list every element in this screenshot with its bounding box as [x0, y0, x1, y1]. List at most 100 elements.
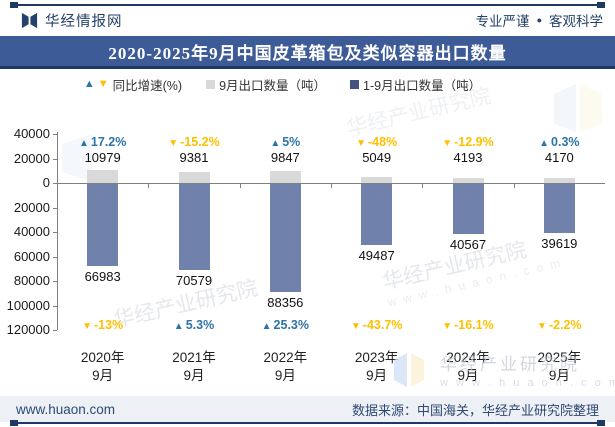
line-end-square	[597, 2, 605, 8]
triangle-down-icon: ▼	[350, 321, 361, 332]
bar-ytd	[269, 184, 301, 293]
bar-ytd	[361, 184, 393, 245]
line-end-square	[597, 420, 605, 426]
line-end-square	[10, 420, 18, 426]
growth-label-september: ▼ -15.2%	[168, 135, 220, 149]
value-label-september: 5049	[362, 150, 392, 165]
triangle-down-icon: ▼	[442, 138, 453, 149]
x-axis-label-year: 2024年	[446, 350, 490, 365]
bar-ytd	[87, 184, 119, 267]
chart-title: 2020-2025年9月中国皮革箱包及类似容器出口数量	[108, 43, 507, 63]
footer-source: 数据来源：中国海关，华经产业研究院整理	[351, 402, 599, 418]
y-axis-label: 100000	[6, 297, 50, 313]
value-label-ytd: 40567	[449, 236, 487, 252]
bar-september	[269, 170, 301, 183]
x-axis-label-month: 9月	[366, 368, 388, 383]
x-axis-label-year: 2021年	[172, 350, 216, 365]
bar-ytd	[178, 184, 210, 271]
y-axis-tick	[53, 256, 57, 258]
value-label-ytd: 70579	[175, 273, 213, 289]
bottom-border-line	[10, 420, 605, 426]
growth-label-september: ▲ 5%	[270, 135, 301, 149]
bar-september	[178, 171, 210, 183]
x-axis-label-month: 9月	[548, 368, 570, 383]
zero-line-tick	[513, 184, 515, 188]
bar-september	[543, 177, 575, 183]
growth-label-september: ▲ 17.2%	[78, 135, 127, 149]
triangle-down-icon: ▼	[537, 321, 547, 332]
y-axis-label: 60000	[13, 248, 50, 264]
bar-september	[361, 176, 393, 183]
x-axis: 2020年 9月 2021年 9月 2022年 9月 2023年 9月 2024年 9月 2025年…	[0, 349, 615, 389]
growth-label-ytd: ▼ -13%	[82, 318, 124, 332]
growth-label-ytd: ▲ 25.3%	[261, 318, 309, 332]
y-axis-label: 40000	[13, 224, 50, 239]
brand: 华经情报网	[20, 10, 123, 31]
x-axis-label-year: 2020年	[80, 350, 125, 365]
growth-label-september: ▼ -12.9%	[442, 135, 494, 149]
zero-line-tick	[148, 184, 150, 188]
legend-label-september: 9月出口数量（吨）	[219, 78, 327, 93]
value-label-september: 9381	[179, 150, 209, 165]
x-axis-label-month: 9月	[92, 368, 114, 383]
bar-ytd	[543, 184, 575, 233]
zero-line-tick	[239, 184, 241, 188]
growth-label-september: ▼ -48%	[356, 135, 398, 149]
triangle-up-icon: ▲	[270, 138, 281, 149]
triangle-up-icon: ▲	[78, 138, 89, 149]
growth-label-september: ▲ 0.3%	[539, 135, 580, 149]
x-axis-label-year: 2025年	[537, 350, 582, 365]
x-axis-label: 2024年 9月	[423, 349, 513, 385]
huajing-logo-icon	[21, 12, 38, 28]
line-end-square	[10, 2, 18, 8]
growth-label-ytd: ▼ -2.2%	[537, 318, 582, 332]
value-label-ytd: 88356	[267, 295, 304, 311]
triangle-down-icon: ▼	[168, 138, 179, 149]
y-axis-tick	[53, 207, 57, 209]
y-axis-tick	[53, 183, 57, 184]
y-axis-label: 80000	[13, 273, 50, 288]
brand-name: 华经情报网	[45, 13, 123, 30]
triangle-down-icon: ▼	[97, 78, 109, 90]
legend-label-ytd: 1-9月出口数量（吨）	[363, 78, 482, 93]
x-axis-label: 2025年 9月	[514, 349, 604, 385]
y-axis-label: 0	[42, 175, 50, 190]
triangle-up-icon: ▲	[539, 138, 550, 149]
gray-square-icon	[206, 79, 216, 89]
y-axis-tick	[53, 281, 57, 282]
header-tagline: 专业严谨 ● 客观科学	[476, 10, 603, 30]
zero-line	[57, 183, 605, 184]
x-axis-label-month: 9月	[183, 368, 205, 383]
y-axis-line	[57, 132, 58, 330]
bar-september	[87, 169, 119, 183]
value-label-ytd: 49487	[358, 247, 395, 263]
chart-title-banner: 2020-2025年9月中国皮革箱包及类似容器出口数量	[0, 36, 615, 69]
footer: www.huaon.com 数据来源：中国海关，华经产业研究院整理	[0, 396, 615, 422]
header: 华经情报网 专业严谨 ● 客观科学	[0, 8, 615, 32]
x-axis-label: 2020年 9月	[58, 349, 148, 385]
value-label-ytd: 66983	[84, 269, 121, 285]
tagline-right: 客观科学	[549, 14, 603, 29]
y-axis-tick	[53, 134, 57, 135]
top-border-line	[10, 2, 605, 8]
bar-september	[452, 177, 484, 183]
legend-item-ytd: 1-9月出口数量（吨）	[350, 75, 481, 94]
navy-square-icon	[350, 79, 360, 89]
y-axis-label: 20000	[13, 199, 50, 215]
triangle-up-icon: ▲	[83, 78, 95, 90]
y-axis-tick	[53, 232, 57, 233]
triangle-up-icon: ▲	[261, 321, 272, 332]
triangle-down-icon: ▼	[82, 321, 93, 332]
y-axis-tick	[53, 305, 57, 307]
value-label-september: 9847	[270, 150, 300, 165]
zero-line-tick	[422, 184, 424, 188]
legend-item-growth: ▲ ▼ 同比增速(%)	[84, 75, 182, 94]
triangle-up-icon: ▲	[173, 321, 184, 332]
x-axis-label: 2021年 9月	[149, 349, 239, 385]
zero-line-tick	[331, 184, 332, 188]
plot-area: 40000 20000 0 20000 40000 60000 80000 100000 120…	[0, 126, 615, 340]
x-axis-label: 2022年 9月	[240, 349, 330, 385]
bar-ytd	[452, 184, 484, 234]
x-axis-label-year: 2022年	[263, 350, 308, 365]
